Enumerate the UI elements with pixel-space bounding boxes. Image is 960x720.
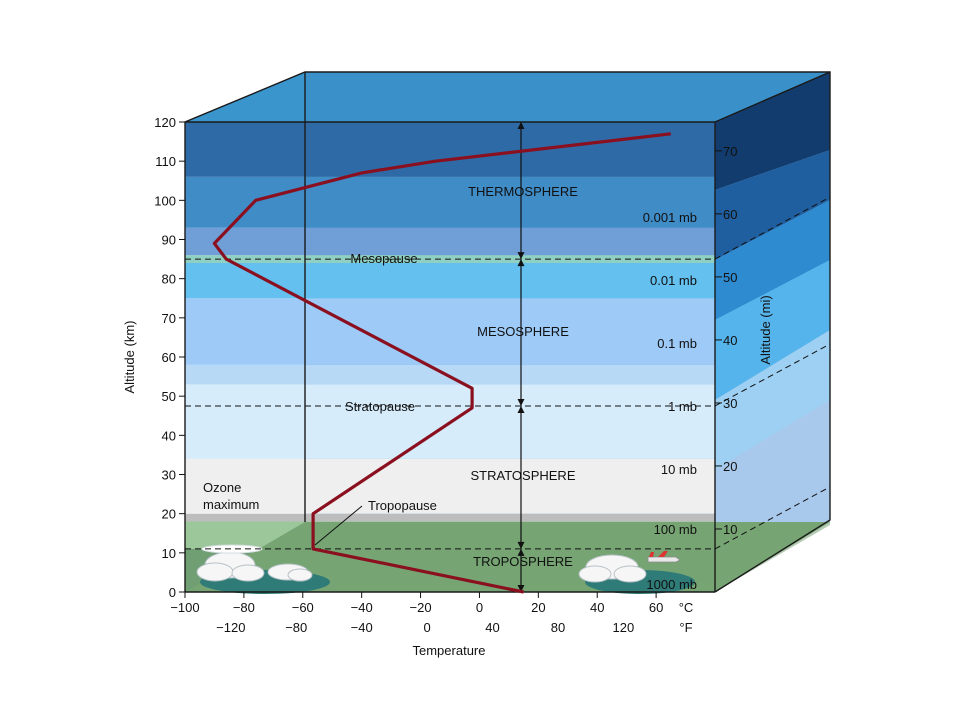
x-axis-title: Temperature bbox=[413, 643, 486, 658]
mesosphere-arrow-head bbox=[517, 398, 525, 406]
y2-tick-label: 60 bbox=[723, 207, 737, 222]
cloud-icon bbox=[578, 554, 647, 583]
y-tick-label: 50 bbox=[162, 389, 176, 404]
y2-tick-label: 50 bbox=[723, 270, 737, 285]
mesopause-label: Mesopause bbox=[350, 251, 417, 266]
pressure-label: 0.1 mb bbox=[657, 336, 697, 351]
x-tick-label-c: 60 bbox=[649, 600, 663, 615]
pressure-labels: 1000 mb 100 mb 10 mb 1 mb 0.1 mb 0.01 mb… bbox=[643, 210, 697, 592]
altitude-band bbox=[185, 364, 715, 385]
altitude-band bbox=[185, 298, 715, 365]
stratopause-line-side bbox=[714, 343, 831, 407]
mesopause-line-side bbox=[714, 196, 831, 260]
x-axis-temperature: −100 −80 −60 −40 −20 0 20 40 60−120 −80 −40 0 40 80 12… bbox=[170, 592, 663, 635]
airplane-icon bbox=[647, 551, 681, 563]
x-tick-label-c: −80 bbox=[233, 600, 255, 615]
box-side-face bbox=[715, 72, 830, 592]
cloud-icon bbox=[196, 544, 265, 582]
y-axis-title: Altitude (km) bbox=[122, 321, 137, 394]
y-tick-label: 100 bbox=[154, 193, 176, 208]
y-tick-label: 60 bbox=[162, 350, 176, 365]
altitude-band bbox=[185, 122, 715, 177]
y-tick-label: 110 bbox=[155, 154, 176, 169]
y2-tick-label: 70 bbox=[723, 144, 737, 159]
y2-tick-label: 30 bbox=[723, 396, 737, 411]
y2-tick-label: 40 bbox=[723, 333, 737, 348]
stratopause-label: Stratopause bbox=[345, 399, 415, 414]
x-tick-label-c: 20 bbox=[531, 600, 545, 615]
layer-label-stratosphere: STRATOSPHERE bbox=[471, 468, 576, 483]
x-tick-label-f: 40 bbox=[485, 620, 499, 635]
tropopause-label: Tropopause bbox=[368, 498, 437, 513]
temperature-curve bbox=[212, 132, 671, 594]
x-tick-label-c: −20 bbox=[410, 600, 432, 615]
front-face-bands bbox=[185, 122, 715, 592]
y-tick-label: 30 bbox=[162, 468, 176, 483]
pressure-label: 10 mb bbox=[661, 462, 697, 477]
tropopause-leader-line bbox=[314, 505, 363, 546]
y-tick-label: 80 bbox=[162, 272, 176, 287]
ozone-label-line1: Ozone bbox=[203, 480, 241, 495]
layer-label-troposphere: TROPOSPHERE bbox=[473, 554, 573, 569]
y2-axis-title: Altitude (mi) bbox=[758, 295, 773, 364]
pressure-label: 0.01 mb bbox=[650, 273, 697, 288]
x-unit-fahrenheit: °F bbox=[679, 620, 692, 635]
layer-label-mesosphere: MESOSPHERE bbox=[477, 324, 569, 339]
stratosphere-arrow-head bbox=[517, 541, 525, 549]
x-tick-label-c: 40 bbox=[590, 600, 604, 615]
pause-lines bbox=[185, 196, 831, 550]
x-tick-label-c: −40 bbox=[351, 600, 373, 615]
y-tick-label: 40 bbox=[162, 428, 176, 443]
stratosphere-arrow-head bbox=[517, 405, 525, 413]
layer-label-thermosphere: THERMOSPHERE bbox=[468, 184, 578, 199]
pressure-label: 0.001 mb bbox=[643, 210, 697, 225]
pressure-label: 1 mb bbox=[668, 399, 697, 414]
cloud-icon bbox=[267, 563, 313, 582]
y-tick-label: 70 bbox=[162, 311, 176, 326]
thermosphere-arrow-head bbox=[517, 252, 525, 260]
y-axis-mi: 10 20 30 40 50 60 70 bbox=[715, 144, 737, 537]
y-tick-label: 0 bbox=[169, 585, 176, 600]
troposphere-arrow-head bbox=[517, 548, 525, 556]
altitude-band bbox=[185, 227, 715, 256]
pressure-label: 1000 mb bbox=[646, 577, 697, 592]
pressure-label: 100 mb bbox=[654, 522, 697, 537]
mesosphere-arrow-head bbox=[517, 259, 525, 267]
x-tick-label-c: −100 bbox=[170, 600, 199, 615]
thermosphere-arrow-head bbox=[517, 122, 525, 129]
troposphere-arrow-head bbox=[517, 585, 525, 592]
altitude-band bbox=[185, 263, 715, 299]
y-tick-label: 120 bbox=[154, 115, 176, 130]
altitude-band bbox=[185, 513, 715, 522]
y-axis-km: 0 10 20 30 40 50 60 70 80 90 100 110 120 bbox=[154, 115, 185, 600]
y-tick-label: 10 bbox=[162, 546, 176, 561]
x-unit-celsius: °C bbox=[679, 600, 694, 615]
x-tick-label-f: 0 bbox=[423, 620, 430, 635]
x-tick-label-f: −40 bbox=[351, 620, 373, 635]
tropopause-line-side bbox=[714, 486, 831, 550]
y2-tick-label: 20 bbox=[723, 459, 737, 474]
layer-arrows bbox=[517, 122, 525, 592]
x-tick-label-f: −80 bbox=[285, 620, 307, 635]
x-tick-label-c: −60 bbox=[292, 600, 314, 615]
y2-tick-label: 10 bbox=[723, 522, 737, 537]
ozone-label-line2: maximum bbox=[203, 497, 259, 512]
x-tick-label-c: 0 bbox=[476, 600, 483, 615]
altitude-band bbox=[185, 176, 715, 228]
y-tick-label: 20 bbox=[162, 507, 176, 522]
x-tick-label-f: 120 bbox=[613, 620, 635, 635]
y-tick-label: 90 bbox=[162, 233, 176, 248]
x-tick-label-f: 80 bbox=[551, 620, 565, 635]
altitude-band bbox=[185, 458, 715, 514]
x-tick-label-f: −120 bbox=[216, 620, 245, 635]
